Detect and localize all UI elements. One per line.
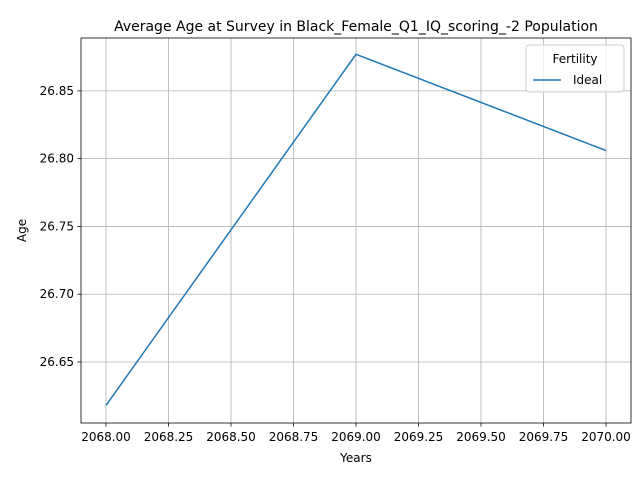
legend: Fertility Ideal: [525, 44, 625, 93]
x-tick-label: 2069.75: [519, 430, 569, 444]
x-tick-label: 2068.25: [144, 430, 194, 444]
chart-title: Average Age at Survey in Black_Female_Q1…: [114, 19, 598, 35]
x-tick-label: 2068.75: [269, 430, 319, 444]
x-tick-label: 2069.50: [456, 430, 506, 444]
legend-label-ideal: Ideal: [573, 73, 602, 87]
x-tick-label: 2069.00: [331, 430, 381, 444]
tick-layer: 2068.00 2068.25 2068.50 2068.75 2069.00 2069.…: [40, 84, 631, 444]
y-tick-label: 26.85: [40, 84, 74, 98]
x-axis-label: Years: [339, 451, 372, 465]
x-tick-label: 2068.50: [206, 430, 256, 444]
x-tick-label: 2068.00: [81, 430, 131, 444]
x-tick-label: 2070.00: [581, 430, 631, 444]
grid-layer: [81, 38, 631, 423]
y-tick-label: 26.70: [40, 287, 74, 301]
y-tick-label: 26.80: [40, 152, 74, 166]
series-layer: [105, 53, 607, 406]
x-tick-label: 2069.25: [394, 430, 444, 444]
y-axis-label: Age: [15, 219, 29, 242]
series-line-ideal: [105, 53, 607, 406]
legend-title: Fertility: [552, 52, 597, 66]
y-tick-label: 26.65: [40, 355, 74, 369]
y-tick-label: 26.75: [40, 219, 74, 233]
